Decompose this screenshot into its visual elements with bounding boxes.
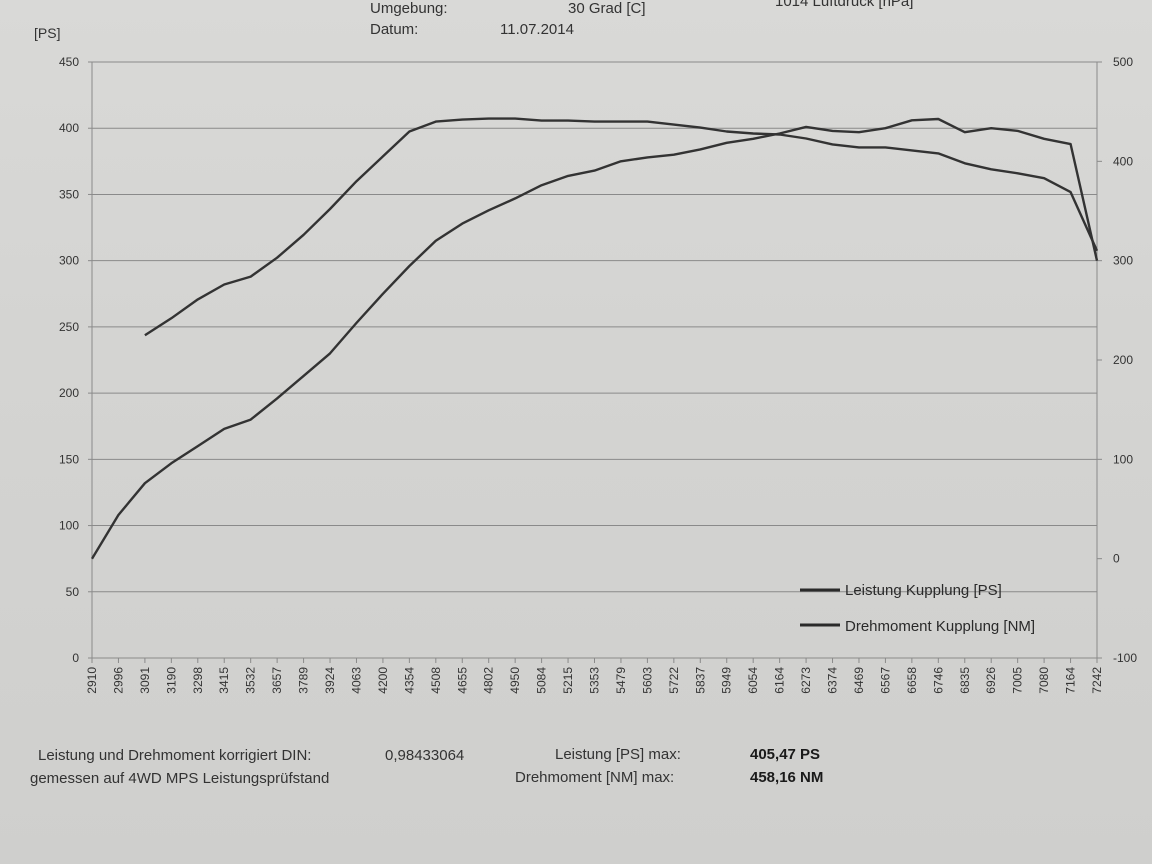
series-line-torque — [144, 117, 1099, 337]
x-tick-label: 4508 — [429, 667, 443, 694]
pressure-value: 1014 Luftdruck [hPa] — [775, 0, 914, 10]
x-tick-label: 5837 — [693, 667, 707, 694]
x-tick-label: 5479 — [614, 667, 628, 694]
x-tick-label: 5215 — [561, 667, 575, 694]
right-tick-label: 500 — [1113, 55, 1133, 69]
legend: Leistung Kupplung [PS] Drehmoment Kupplu… — [800, 582, 1035, 635]
x-tick-label: 7080 — [1037, 667, 1051, 694]
x-tick-label: 6926 — [984, 667, 998, 694]
x-tick-label: 7005 — [1011, 667, 1025, 694]
x-tick-label: 6374 — [826, 667, 840, 694]
x-tick-label: 6164 — [773, 667, 787, 694]
x-tick-label: 5353 — [588, 667, 602, 694]
x-tick-label: 6567 — [878, 667, 892, 694]
date-label: Datum: — [370, 21, 419, 38]
grid-lines — [92, 127, 1097, 593]
series-line-power — [90, 117, 1099, 560]
torque-max-value: 458,16 NM — [750, 769, 824, 786]
left-tick-label: 450 — [59, 55, 79, 69]
x-tick-label: 2910 — [85, 667, 99, 694]
x-tick-label: 3298 — [191, 667, 205, 694]
x-tick-label: 4950 — [508, 667, 522, 694]
x-tick-label: 4063 — [349, 667, 363, 694]
x-axis-ticks: 2910 2996 3091 3190 3298 3415 3532 3657 3789 3924… — [85, 658, 1104, 694]
left-axis-unit: [PS] — [34, 25, 61, 41]
left-tick-label: 150 — [59, 452, 79, 466]
power-max-value: 405,47 PS — [750, 746, 821, 763]
x-tick-label: 6273 — [799, 667, 813, 694]
left-axis-ticks: 0 50 100 150 200 250 300 350 400 450 — [59, 55, 92, 665]
x-tick-label: 7242 — [1090, 667, 1104, 694]
left-tick-label: 250 — [59, 320, 79, 334]
x-tick-label: 6054 — [746, 667, 760, 694]
x-tick-label: 6658 — [905, 667, 919, 694]
x-tick-label: 6746 — [931, 667, 945, 694]
x-tick-label: 3532 — [244, 667, 258, 694]
right-tick-label: 300 — [1113, 254, 1133, 268]
env-label: Umgebung: — [370, 0, 448, 17]
x-tick-label: 3415 — [217, 667, 231, 694]
env-value: 30 Grad [C] — [568, 0, 646, 17]
legend-label-power: Leistung Kupplung [PS] — [845, 582, 1002, 599]
x-tick-label: 3091 — [138, 667, 152, 694]
left-tick-label: 200 — [59, 386, 79, 400]
left-tick-label: 300 — [59, 254, 79, 268]
power-max-label: Leistung [PS] max: — [555, 746, 681, 763]
x-tick-label: 4802 — [482, 667, 496, 694]
x-tick-label: 3924 — [323, 667, 337, 694]
series-lines — [90, 117, 1099, 560]
x-tick-label: 5949 — [720, 667, 734, 694]
x-tick-label: 2996 — [111, 667, 125, 694]
right-tick-label: 400 — [1113, 154, 1133, 168]
right-tick-label: -100 — [1113, 651, 1137, 665]
correction-value: 0,98433064 — [385, 747, 465, 764]
left-tick-label: 0 — [72, 651, 79, 665]
x-tick-label: 3789 — [297, 667, 311, 694]
x-tick-label: 5722 — [667, 667, 681, 694]
plot-frame — [91, 61, 1098, 659]
x-tick-label: 7164 — [1064, 667, 1078, 694]
right-tick-label: 0 — [1113, 552, 1120, 566]
right-tick-label: 100 — [1113, 452, 1133, 466]
correction-label: Leistung und Drehmoment korrigiert DIN: — [38, 747, 312, 764]
date-value: 11.07.2014 — [500, 21, 574, 38]
x-tick-label: 4354 — [402, 667, 416, 694]
left-tick-label: 400 — [59, 121, 79, 135]
left-tick-label: 50 — [66, 585, 80, 599]
x-tick-label: 4655 — [455, 667, 469, 694]
x-tick-label: 4200 — [376, 667, 390, 694]
x-tick-label: 3190 — [164, 667, 178, 694]
legend-label-torque: Drehmoment Kupplung [NM] — [845, 618, 1035, 635]
left-tick-label: 100 — [59, 519, 79, 533]
x-tick-label: 5603 — [640, 667, 654, 694]
x-tick-label: 6835 — [958, 667, 972, 694]
left-tick-label: 350 — [59, 187, 79, 201]
right-axis-ticks: -100 0 100 200 300 400 500 — [1097, 55, 1137, 665]
x-tick-label: 5084 — [535, 667, 549, 694]
x-tick-label: 3657 — [270, 667, 284, 694]
right-tick-label: 200 — [1113, 353, 1133, 367]
x-tick-label: 6469 — [852, 667, 866, 694]
test-stand-text: gemessen auf 4WD MPS Leistungsprüfstand — [30, 770, 330, 787]
torque-max-label: Drehmoment [NM] max: — [515, 769, 675, 786]
